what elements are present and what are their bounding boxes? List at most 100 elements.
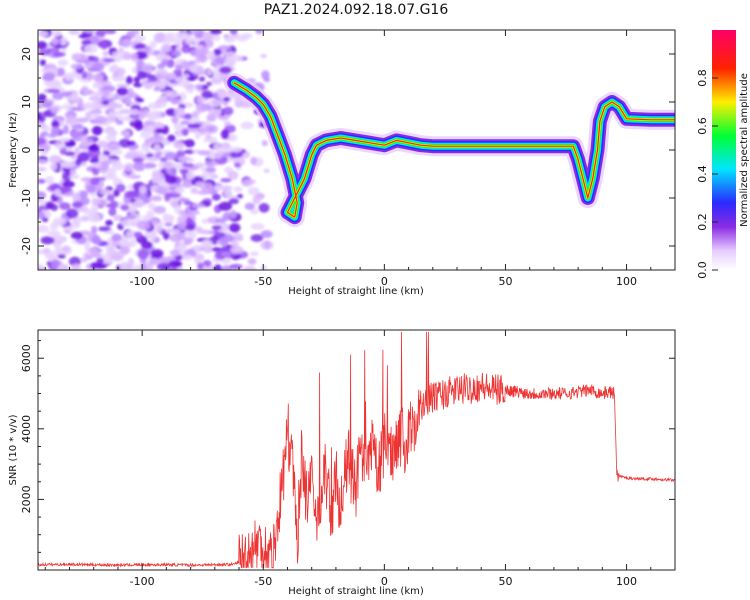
spectrogram-noise-blob: [84, 43, 98, 54]
spectrogram-noise-blob: [74, 146, 81, 155]
spectrogram-noise-blob: [102, 160, 110, 166]
spectrogram-noise-blob: [175, 255, 184, 261]
spectrogram-noise-blob: [223, 96, 231, 102]
spectrogram-noise-blob: [224, 34, 236, 43]
spectrogram-noise-blob: [209, 30, 222, 36]
spectrogram-noise-blob: [50, 126, 61, 135]
spectrogram-noise-blob: [202, 260, 212, 267]
spectrogram-noise-blob: [69, 131, 81, 136]
spectrogram-noise-blob: [126, 206, 138, 214]
spectrogram-noise-blob: [38, 93, 47, 102]
spectrogram-noise-blob: [129, 239, 137, 247]
snr-ytick-label: 2000: [20, 485, 33, 513]
spectrogram-noise-blob: [165, 108, 175, 115]
spectrogram-noise-blob: [86, 138, 93, 144]
spectrogram-noise-blob: [214, 185, 224, 192]
spectrogram-noise-blob: [60, 160, 75, 169]
spectrogram-noise-blob: [45, 210, 52, 219]
spectrogram-noise-blob: [123, 115, 132, 122]
spectrogram-noise-blob: [116, 87, 129, 96]
spectrogram-noise-blob: [228, 223, 241, 233]
spectrogram-noise-blob: [101, 100, 110, 105]
spectrogram-noise: [38, 30, 274, 270]
spectrogram-noise-blob: [189, 48, 204, 57]
spectrogram-noise-blob: [107, 229, 115, 235]
spectrogram-noise-blob: [40, 68, 48, 73]
spectrogram-noise-blob: [62, 103, 75, 111]
spectrogram-noise-blob: [197, 150, 211, 156]
spectrogram-noise-blob: [174, 107, 185, 117]
spectrogram-noise-blob: [64, 74, 74, 81]
spectrogram-noise-blob: [52, 51, 66, 57]
spectrogram-noise-blob: [110, 241, 121, 247]
spectrogram-noise-blob: [42, 72, 55, 82]
spectrogram-noise-blob: [49, 162, 58, 171]
spectrogram-noise-blob: [205, 167, 216, 173]
spectrogram-ytick-label: 0: [20, 147, 33, 154]
spectrogram-noise-blob: [139, 185, 147, 194]
spectrogram-noise-blob: [143, 46, 151, 54]
spectrogram-noise-blob: [234, 97, 244, 106]
spectrogram-noise-blob: [213, 151, 225, 158]
spectrogram-noise-blob: [174, 204, 182, 214]
spectrogram-noise-blob: [178, 246, 187, 254]
spectrogram-noise-blob: [125, 76, 133, 85]
spectrogram-noise-blob: [184, 36, 196, 45]
spectrogram-noise-blob: [142, 214, 154, 221]
spectrogram-noise-blob: [151, 171, 165, 181]
spectrogram-noise-blob: [261, 70, 270, 80]
spectrogram-noise-blob: [197, 262, 204, 270]
spectrogram-noise-blob: [142, 63, 154, 73]
spectrogram-noise-blob: [54, 188, 61, 197]
spectrogram-noise-blob: [206, 68, 213, 76]
spectrogram-noise-blob: [65, 141, 76, 147]
spectrogram-noise-blob: [126, 150, 139, 160]
colorbar-gradient: [712, 30, 736, 270]
spectrogram-noise-blob: [117, 115, 124, 122]
spectrogram-noise-blob: [124, 190, 137, 199]
spectrogram-noise-blob: [258, 203, 270, 213]
spectrogram-noise-blob: [119, 261, 130, 270]
spectrogram-noise-blob: [230, 241, 240, 246]
spectrogram-noise-blob: [47, 88, 61, 94]
figure-title: PAZ1.2024.092.18.07.G16: [264, 2, 449, 18]
spectrogram-noise-blob: [179, 168, 189, 174]
spectrogram-noise-blob: [80, 141, 89, 149]
spectrogram-noise-blob: [164, 175, 178, 184]
spectrogram-noise-blob: [144, 162, 157, 169]
spectrogram-noise-blob: [104, 30, 117, 35]
spectrogram-noise-blob: [79, 53, 87, 62]
spectrogram-noise-blob: [163, 35, 175, 44]
snr-xtick-label: 50: [498, 575, 512, 588]
spectrogram-noise-blob: [38, 30, 49, 37]
spectrogram-noise-blob: [38, 211, 46, 220]
spectrogram-noise-blob: [187, 210, 200, 215]
spectrogram-ridge-band: [233, 82, 675, 218]
spectrogram-noise-blob: [80, 215, 90, 222]
spectrogram-noise-blob: [148, 232, 156, 242]
spectrogram-noise-blob: [38, 224, 49, 233]
spectrogram-noise-blob: [249, 251, 259, 257]
spectrogram-noise-blob: [164, 222, 173, 227]
spectrogram-noise-blob: [118, 138, 131, 148]
spectrogram-noise-blob: [65, 115, 78, 124]
spectrogram-noise-blob: [105, 203, 114, 208]
spectrogram-noise-blob: [90, 262, 100, 269]
spectrogram-noise-blob: [243, 265, 257, 270]
spectrogram-noise-blob: [155, 225, 163, 233]
spectrogram-noise-blob: [192, 110, 201, 116]
spectrogram-noise-blob: [120, 218, 134, 227]
spectrogram-noise-blob: [38, 166, 47, 172]
spectrogram-noise-blob: [180, 61, 192, 70]
spectrogram-noise-blob: [208, 136, 218, 144]
spectrogram-noise-blob: [220, 129, 230, 140]
spectrogram-noise-blob: [91, 225, 98, 234]
spectrogram-noise-blob: [220, 142, 231, 149]
spectrogram-noise-blob: [93, 73, 104, 83]
spectrogram-noise-blob: [140, 130, 151, 139]
colorbar: 0.0 0.2 0.4 0.6 0.8 Normalized spectral ampl…: [696, 30, 750, 279]
spectrogram-noise-blob: [111, 233, 122, 242]
spectrogram-noise-blob: [132, 157, 144, 162]
spectrogram-noise-blob: [86, 184, 96, 194]
